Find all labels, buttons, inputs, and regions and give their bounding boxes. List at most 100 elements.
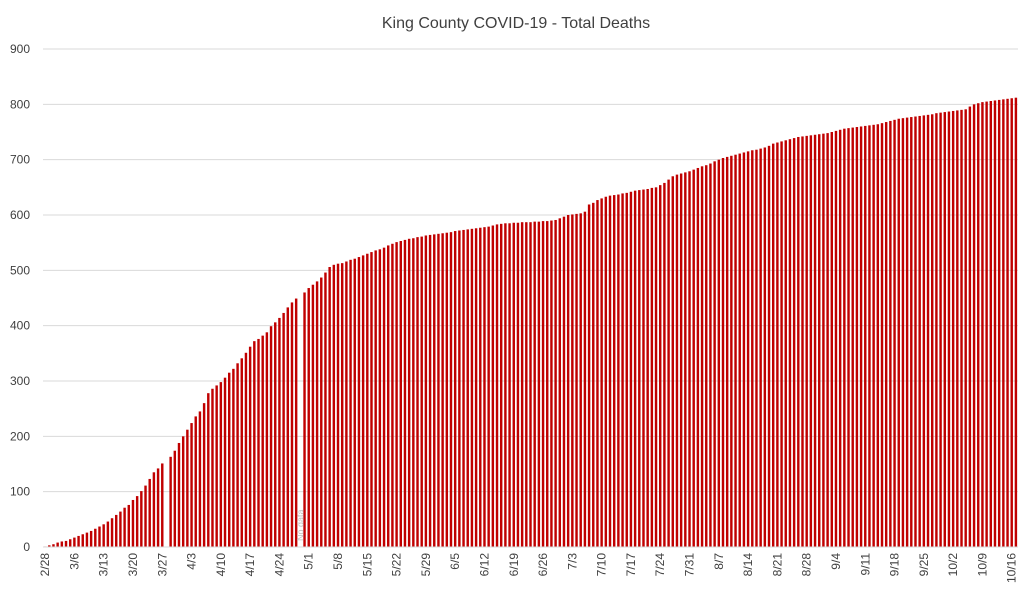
bar xyxy=(320,277,323,547)
bar xyxy=(713,161,716,547)
bar xyxy=(554,219,557,548)
bar xyxy=(98,526,101,547)
x-tick-label: 8/7 xyxy=(712,553,726,570)
bar xyxy=(872,124,875,547)
x-tick-label: 3/27 xyxy=(155,553,169,577)
bar xyxy=(1006,98,1009,548)
x-tick-label: 5/15 xyxy=(360,553,374,577)
bar xyxy=(684,172,687,547)
bar xyxy=(604,196,608,548)
bar xyxy=(161,463,164,547)
x-tick-label: 7/3 xyxy=(565,553,579,570)
bar xyxy=(420,236,423,547)
bar xyxy=(767,145,771,547)
bar xyxy=(592,202,595,547)
bar xyxy=(901,118,905,548)
bar xyxy=(228,372,231,547)
bar xyxy=(880,123,884,548)
bar xyxy=(985,101,988,547)
x-tick-label: 5/8 xyxy=(331,553,345,570)
bar xyxy=(407,238,411,548)
x-tick-label: 8/28 xyxy=(800,553,814,577)
bar xyxy=(290,302,294,547)
bar xyxy=(403,239,407,547)
bar xyxy=(550,220,553,547)
bar xyxy=(964,109,967,547)
bar xyxy=(274,322,277,547)
y-tick-label: 100 xyxy=(10,485,30,499)
bar xyxy=(546,221,549,547)
bar xyxy=(215,385,218,547)
bar xyxy=(822,133,825,547)
bar xyxy=(717,159,721,548)
y-tick-label: 200 xyxy=(10,429,30,443)
bar xyxy=(868,125,871,548)
bar xyxy=(148,478,151,547)
y-tick-label: 400 xyxy=(10,319,30,333)
bar xyxy=(156,468,160,547)
bar xyxy=(487,226,490,547)
y-tick-label: 500 xyxy=(10,263,30,277)
bar xyxy=(997,99,1001,547)
bar xyxy=(177,442,181,547)
bar xyxy=(746,151,750,547)
bar xyxy=(391,243,394,547)
bar xyxy=(579,213,582,547)
bar xyxy=(357,257,361,547)
bar xyxy=(516,222,520,547)
x-tick-label: 5/1 xyxy=(302,553,316,570)
y-tick-label: 800 xyxy=(10,97,30,111)
bar xyxy=(483,227,486,548)
bar xyxy=(152,472,156,547)
bar xyxy=(131,499,135,547)
bar xyxy=(943,112,946,547)
bar xyxy=(303,292,306,547)
bar xyxy=(608,195,612,547)
bar xyxy=(558,218,562,547)
bar xyxy=(412,238,415,548)
bar xyxy=(77,535,80,547)
x-tick-label: 8/14 xyxy=(741,553,755,577)
bar xyxy=(696,167,700,547)
bar xyxy=(734,154,737,547)
bar xyxy=(876,124,880,547)
bar xyxy=(926,114,930,547)
bar xyxy=(705,165,708,547)
bar xyxy=(186,429,189,547)
bar xyxy=(223,377,227,547)
bar xyxy=(257,338,260,547)
bar xyxy=(771,143,775,547)
y-tick-label: 700 xyxy=(10,153,30,167)
bar xyxy=(1002,99,1005,547)
bar xyxy=(366,253,369,548)
bar xyxy=(818,134,821,547)
bar xyxy=(370,252,373,547)
bar xyxy=(784,140,787,548)
x-tick-label: 6/19 xyxy=(507,553,521,577)
bar xyxy=(1014,97,1018,547)
bars xyxy=(43,97,1018,548)
bar xyxy=(261,335,264,547)
bar xyxy=(336,263,340,547)
bar xyxy=(211,388,214,547)
bar xyxy=(349,259,352,547)
bar xyxy=(495,224,499,547)
annotations: 812No data xyxy=(295,509,305,541)
bar xyxy=(395,242,398,548)
bar xyxy=(56,542,59,547)
bar xyxy=(81,534,84,547)
x-tick-label: 2/28 xyxy=(38,553,52,577)
bar xyxy=(562,216,566,547)
bar xyxy=(399,241,402,547)
bar xyxy=(269,326,273,547)
bar xyxy=(939,112,942,547)
bar xyxy=(864,125,867,547)
bar xyxy=(838,129,842,548)
bar xyxy=(843,128,846,547)
bar xyxy=(282,312,285,547)
bar xyxy=(834,130,838,547)
bar xyxy=(884,122,888,547)
bar xyxy=(345,261,348,547)
bar xyxy=(851,127,854,547)
